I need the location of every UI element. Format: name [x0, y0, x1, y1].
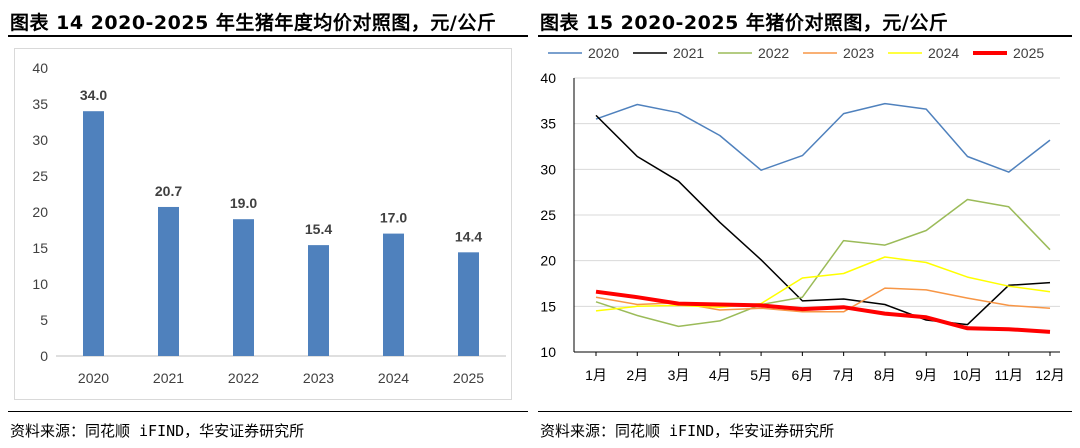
bar-value-label: 34.0	[80, 87, 107, 103]
bar-y-tick-label: 30	[32, 132, 48, 148]
bar-y-tick-label: 15	[32, 240, 48, 256]
title-rule-left	[8, 35, 528, 37]
bar-x-tick-label: 2023	[303, 370, 334, 386]
series-line-2021	[595, 114, 1051, 326]
legend-label-2022: 2022	[758, 45, 789, 61]
series-line-2025	[595, 289, 1051, 334]
chart15-title: 图表 15 2020-2025 年猪价对照图，元/公斤	[540, 12, 949, 34]
line-x-tick-label: 10月	[953, 367, 983, 383]
bar-y-tick-label: 10	[32, 276, 48, 292]
line-x-tick-label: 7月	[833, 367, 855, 383]
bar-chart-frame	[14, 48, 512, 400]
legend-label-2025: 2025	[1013, 45, 1044, 61]
legend-label-2021: 2021	[673, 45, 704, 61]
line-x-tick-label: 8月	[874, 367, 896, 383]
line-x-tick-label: 2月	[626, 367, 648, 383]
bar-2022	[233, 219, 254, 356]
bar-y-tick-label: 35	[32, 96, 48, 112]
line-y-tick-label: 30	[540, 161, 556, 177]
bar-x-tick-label: 2025	[453, 370, 484, 386]
line-y-tick-label: 15	[540, 298, 556, 314]
bar-x-tick-label: 2024	[378, 370, 409, 386]
bar-x-tick-label: 2020	[78, 370, 109, 386]
bar-2021	[158, 206, 179, 356]
chart14-source: 资料来源：同花顺 iFIND，华安证券研究所	[10, 422, 305, 440]
line-y-tick-label: 10	[540, 344, 556, 360]
line-x-tick-label: 12月	[1035, 367, 1065, 383]
legend-label-2020: 2020	[588, 45, 619, 61]
line-x-tick-label: 3月	[668, 367, 690, 383]
title-rule-right	[538, 35, 1072, 37]
bar-2025	[458, 252, 479, 356]
series-line-2020	[595, 102, 1051, 173]
bar-y-tick-label: 40	[32, 60, 48, 76]
line-y-tick-label: 25	[540, 207, 556, 223]
series-line-2022	[595, 198, 1051, 328]
line-x-tick-label: 9月	[915, 367, 937, 383]
series-line-2024	[595, 256, 1051, 312]
bar-y-tick-label: 25	[32, 168, 48, 184]
line-y-tick-label: 40	[540, 70, 556, 86]
line-x-tick-label: 1月	[585, 367, 607, 383]
line-y-tick-label: 20	[540, 253, 556, 269]
footer-rule-right	[538, 411, 1072, 412]
bar-value-label: 17.0	[380, 210, 407, 226]
bar-2023	[308, 245, 329, 356]
bar-value-label: 20.7	[155, 183, 182, 199]
bar-2024	[383, 233, 404, 356]
chart15-source: 资料来源：同花顺 iFIND，华安证券研究所	[540, 422, 835, 440]
bar-value-label: 14.4	[455, 228, 482, 244]
footer-rule-left	[8, 411, 528, 412]
bar-chart: 051015202530354034.0202020.7202119.02022…	[32, 60, 506, 386]
legend-label-2023: 2023	[843, 45, 874, 61]
line-x-tick-label: 4月	[709, 367, 731, 383]
bar-x-tick-label: 2022	[228, 370, 259, 386]
line-y-tick-label: 35	[540, 116, 556, 132]
line-x-tick-label: 5月	[750, 367, 772, 383]
bar-value-label: 15.4	[305, 221, 332, 237]
bar-2020	[83, 111, 104, 356]
bar-y-tick-label: 5	[40, 312, 48, 328]
bar-y-tick-label: 20	[32, 204, 48, 220]
bar-value-label: 19.0	[230, 195, 257, 211]
line-x-tick-label: 11月	[994, 367, 1023, 383]
legend-label-2024: 2024	[928, 45, 959, 61]
bar-x-tick-label: 2021	[153, 370, 184, 386]
bar-y-tick-label: 0	[40, 348, 48, 364]
line-x-tick-label: 6月	[791, 367, 813, 383]
chart14-title: 图表 14 2020-2025 年生猪年度均价对照图，元/公斤	[10, 12, 497, 34]
